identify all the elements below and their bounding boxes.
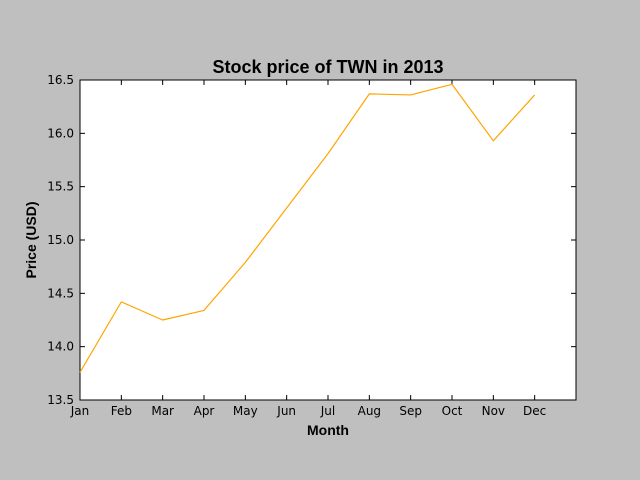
y-tick-label: 15.0 (47, 233, 74, 247)
series-line (79, 83, 536, 373)
x-tick-label: Mar (151, 404, 174, 418)
x-axis-label: Month (307, 422, 349, 438)
x-tick-label: Dec (523, 404, 546, 418)
x-tick-label: Feb (111, 404, 132, 418)
x-tick-label: May (233, 404, 258, 418)
y-axis-label: Price (USD) (23, 201, 39, 278)
x-axis-ticks: Jan Feb Mar Apr May Jun Jul Aug Sep Oct Nov Dec (70, 80, 546, 418)
y-tick-label: 16.5 (47, 73, 74, 87)
x-tick-label: Jul (320, 404, 335, 418)
y-tick-label: 15.5 (47, 180, 74, 194)
x-tick-label: Oct (442, 404, 463, 418)
x-tick-label: Sep (399, 404, 422, 418)
y-tick-label: 16.0 (47, 126, 74, 140)
y-tick-label: 13.5 (47, 393, 74, 407)
y-tick-label: 14.5 (47, 286, 74, 300)
series-layer (79, 83, 536, 373)
x-tick-label: Aug (358, 404, 381, 418)
x-tick-label: Jun (276, 404, 296, 418)
x-tick-label: Apr (194, 404, 215, 418)
x-tick-label: Nov (482, 404, 505, 418)
plot-area (79, 79, 577, 401)
y-tick-label: 14.0 (47, 340, 74, 354)
y-axis-ticks: 13.5 14.0 14.5 15.0 15.5 16.0 16.5 (47, 73, 576, 407)
chart-title: Stock price of TWN in 2013 (212, 57, 443, 77)
x-tick-label: Jan (70, 404, 90, 418)
